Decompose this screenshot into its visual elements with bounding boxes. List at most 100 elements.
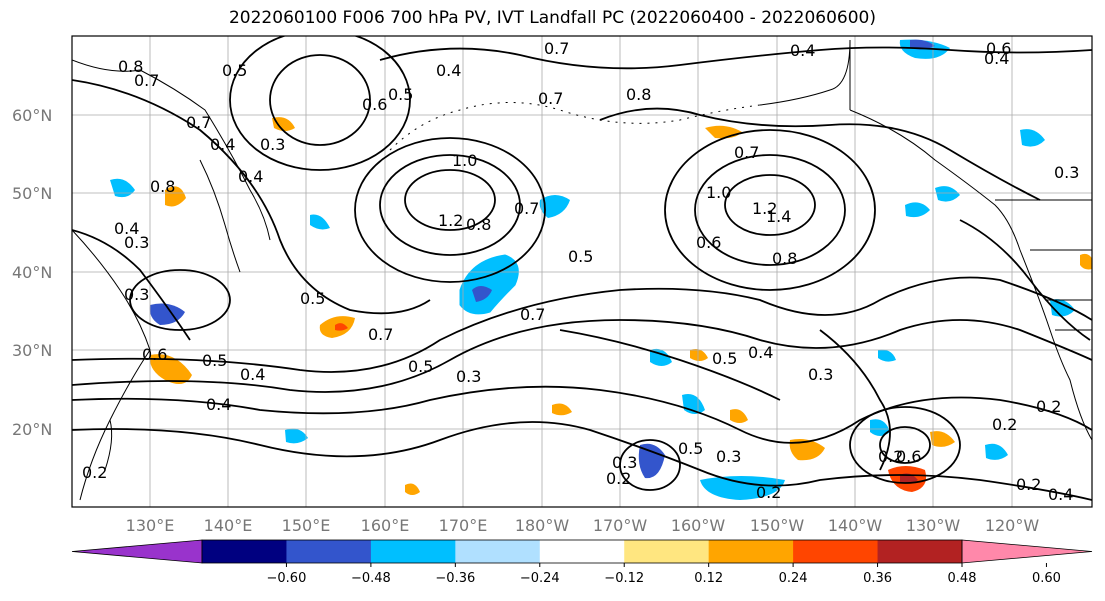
colorbar-tick-label: −0.12 bbox=[604, 571, 644, 586]
contour-label: 0.7 bbox=[514, 199, 539, 218]
negative-anomaly-blob bbox=[310, 214, 330, 230]
contour-label: 0.2 bbox=[878, 447, 903, 466]
contour-label: 1.2 bbox=[438, 211, 463, 230]
colorbar-tick-label: −0.48 bbox=[351, 571, 391, 586]
negative-anomaly-blob bbox=[905, 202, 930, 218]
contour-label: 0.5 bbox=[300, 289, 325, 308]
contour-label: 0.3 bbox=[1054, 163, 1079, 182]
contour-label: 0.3 bbox=[612, 453, 637, 472]
contour-label: 1.2 bbox=[752, 199, 777, 218]
contour-label: 0.4 bbox=[238, 167, 263, 186]
pv-contours bbox=[72, 36, 1092, 501]
contour-line bbox=[819, 329, 891, 471]
contour-label: 0.3 bbox=[124, 285, 149, 304]
contour-label: 0.2 bbox=[756, 483, 781, 502]
colorbar-extend-min bbox=[71, 539, 203, 564]
contour-label: 0.5 bbox=[202, 351, 227, 370]
contour-line bbox=[72, 229, 191, 341]
colorbar-segment bbox=[708, 540, 794, 563]
contour-label: 0.4 bbox=[114, 219, 139, 238]
contour-label: 0.7 bbox=[544, 39, 569, 58]
contour-label: 0.5 bbox=[222, 61, 247, 80]
contour-label: 0.4 bbox=[210, 135, 235, 154]
contour-label: 0.4 bbox=[748, 343, 773, 362]
lon-label: 160°W bbox=[671, 516, 726, 535]
positive-anomaly-core bbox=[335, 323, 348, 331]
colorbar-frame bbox=[201, 539, 963, 564]
contour-label: 0.5 bbox=[408, 357, 433, 376]
negative-anomaly-blob bbox=[285, 428, 308, 444]
lon-label: 180°W bbox=[515, 516, 570, 535]
contour-label: 0.3 bbox=[124, 233, 149, 252]
lon-label: 140°E bbox=[204, 516, 253, 535]
contour-label: 0.6 bbox=[696, 233, 721, 252]
contour-label: 0.8 bbox=[626, 85, 651, 104]
contour-line bbox=[599, 107, 1041, 201]
contour-label: 0.7 bbox=[520, 305, 545, 324]
graticule bbox=[72, 36, 1092, 507]
lon-label: 170°W bbox=[593, 516, 648, 535]
lon-label: 120°W bbox=[985, 516, 1040, 535]
contour-line bbox=[72, 385, 1092, 444]
positive-anomaly-blob bbox=[789, 439, 825, 461]
contour-label: 1.0 bbox=[706, 183, 731, 202]
contour-label: 0.7 bbox=[368, 325, 393, 344]
lon-label: 150°W bbox=[750, 516, 805, 535]
positive-anomaly-blob bbox=[730, 409, 748, 423]
contour-label: 0.4 bbox=[790, 41, 815, 60]
latitude-labels: 60°N 50°N 40°N 30°N 20°N bbox=[12, 106, 52, 439]
contour-label: 0.4 bbox=[984, 49, 1009, 68]
contour-line bbox=[959, 219, 1091, 341]
positive-anomaly-blob bbox=[930, 431, 955, 447]
positive-anomaly-blob bbox=[405, 483, 420, 495]
positive-anomaly-blob bbox=[272, 117, 295, 131]
contour-label: 0.3 bbox=[260, 135, 285, 154]
contour-labels: 0.8 0.7 0.5 0.4 0.7 0.4 0.6 0.7 0.8 0.6 … bbox=[82, 39, 1079, 504]
contour-label: 1.4 bbox=[766, 207, 791, 226]
contour-line bbox=[72, 79, 431, 315]
contour-label: 0.4 bbox=[1048, 485, 1073, 504]
north-america-coastline bbox=[849, 109, 1092, 441]
negative-anomaly-core bbox=[910, 39, 935, 50]
lat-label: 40°N bbox=[12, 263, 52, 282]
contour-label: 0.2 bbox=[82, 463, 107, 482]
colorbar-tick-label: 0.36 bbox=[863, 571, 892, 586]
colorbar-segment bbox=[539, 540, 625, 563]
asia-coastline bbox=[72, 229, 151, 501]
lat-label: 50°N bbox=[12, 184, 52, 203]
colorbar-tick-label: −0.36 bbox=[435, 571, 475, 586]
colorbar-tick-label: −0.24 bbox=[520, 571, 560, 586]
contour-label: 0.7 bbox=[538, 89, 563, 108]
lon-label: 160°E bbox=[361, 516, 410, 535]
contour-line bbox=[379, 154, 521, 256]
contour-line bbox=[72, 319, 1092, 393]
positive-anomaly-blob bbox=[165, 186, 186, 207]
contour-line bbox=[354, 137, 546, 283]
lon-label: 140°W bbox=[828, 516, 883, 535]
contour-line bbox=[229, 36, 411, 171]
negative-anomaly-blob bbox=[1020, 129, 1045, 147]
negative-anomaly-blob bbox=[935, 186, 960, 202]
lat-label: 30°N bbox=[12, 341, 52, 360]
contour-label: 1.0 bbox=[452, 151, 477, 170]
lat-label: 60°N bbox=[12, 106, 52, 125]
contour-label: 0.6 bbox=[896, 447, 921, 466]
asia-coastline bbox=[72, 59, 271, 241]
plot-frame bbox=[71, 35, 1093, 508]
colorbar-tick-label: 0.12 bbox=[694, 571, 723, 586]
contour-label: 0.2 bbox=[992, 415, 1017, 434]
contour-label: 0.5 bbox=[568, 247, 593, 266]
colorbar-segment bbox=[877, 540, 963, 563]
contour-label: 0.4 bbox=[436, 61, 461, 80]
contour-label: 0.3 bbox=[716, 447, 741, 466]
colorbar-tick-label: 0.24 bbox=[779, 571, 808, 586]
negative-anomaly-blob bbox=[870, 419, 890, 436]
contour-line bbox=[879, 426, 931, 464]
positive-anomaly-blob bbox=[149, 354, 192, 384]
negative-anomaly-blob bbox=[638, 443, 665, 479]
contour-line bbox=[269, 54, 371, 146]
lon-label: 150°E bbox=[282, 516, 331, 535]
lat-label: 20°N bbox=[12, 420, 52, 439]
lon-label: 170°E bbox=[439, 516, 488, 535]
lon-label: 130°E bbox=[126, 516, 175, 535]
